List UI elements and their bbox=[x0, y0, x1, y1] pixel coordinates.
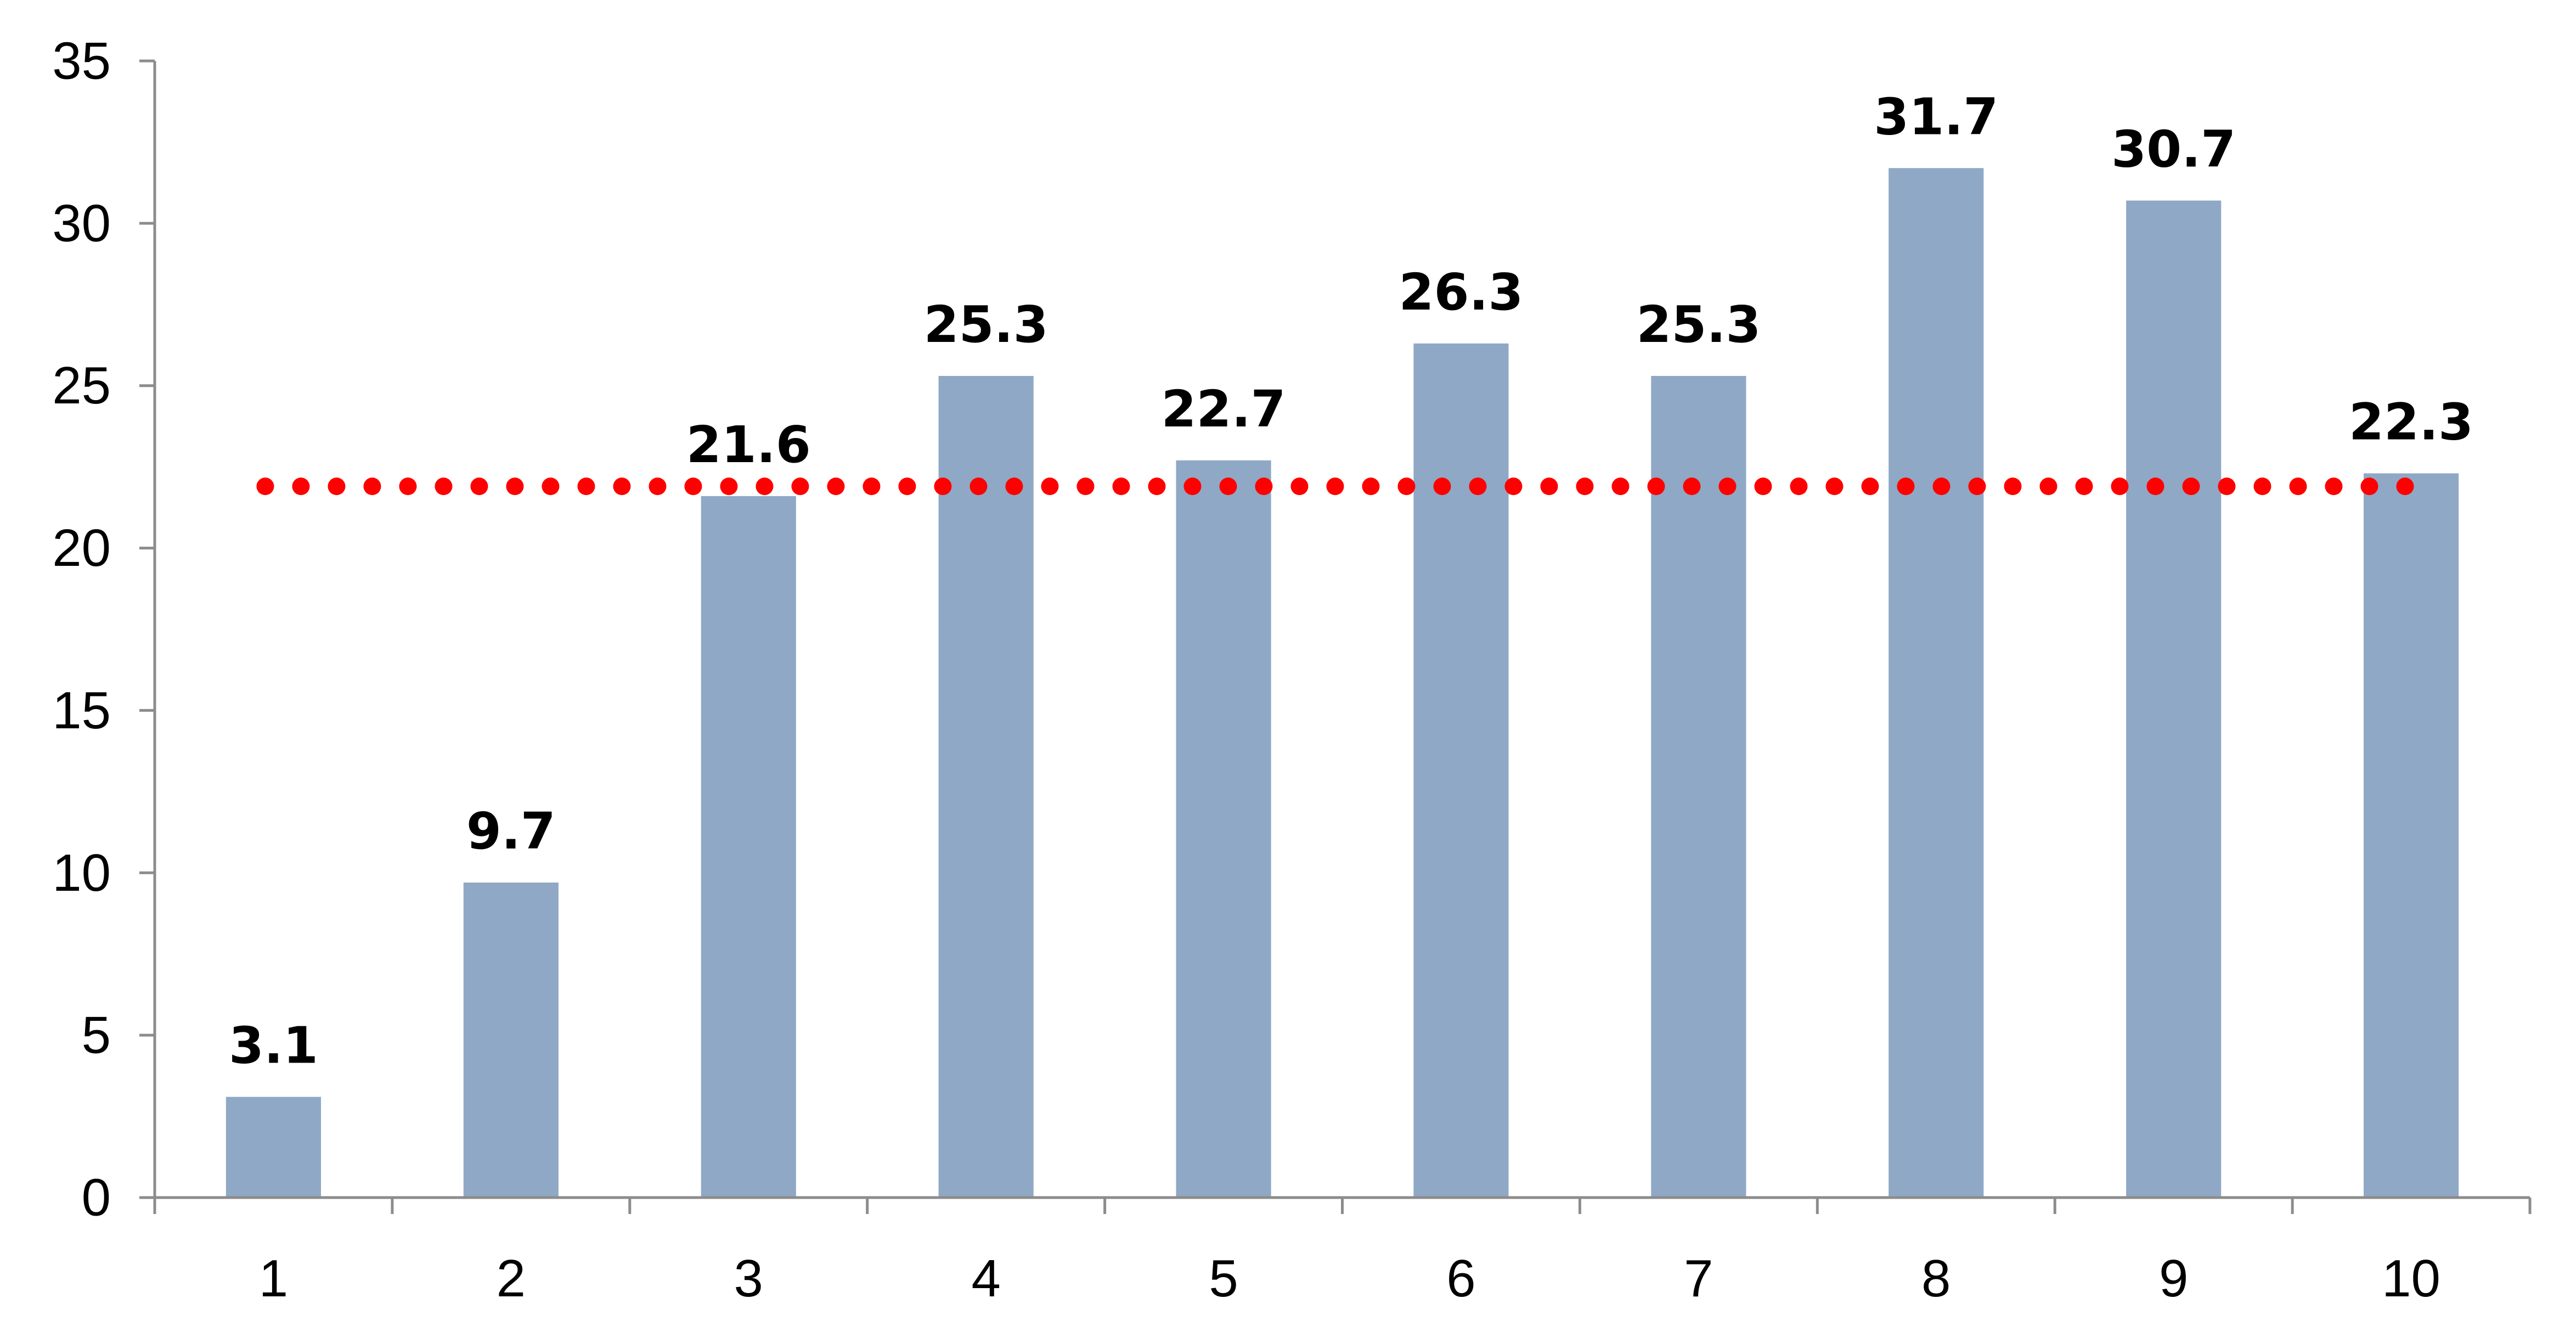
x-tick-label: 10 bbox=[2382, 1249, 2440, 1308]
bar-value-label: 25.3 bbox=[924, 295, 1049, 354]
x-tick-label: 5 bbox=[1209, 1249, 1238, 1308]
bar-value-label: 3.1 bbox=[229, 1016, 318, 1075]
bar bbox=[463, 883, 559, 1198]
bar bbox=[938, 375, 1034, 1198]
bar bbox=[2126, 200, 2222, 1198]
y-tick-label: 20 bbox=[52, 519, 111, 577]
bars bbox=[226, 168, 2459, 1198]
bar bbox=[226, 1097, 322, 1198]
y-axis-labels: 0 5 10 15 20 25 30 35 bbox=[52, 32, 111, 1227]
x-tick-label: 6 bbox=[1446, 1249, 1475, 1308]
x-axis-ticks bbox=[153, 1198, 2532, 1214]
bar-value-label: 31.7 bbox=[1874, 87, 1998, 146]
bar bbox=[1889, 168, 1984, 1198]
data-labels: 3.1 9.7 21.6 25.3 22.7 26.3 25.3 31.7 30.7 22.3 bbox=[229, 87, 2473, 1075]
x-tick-label: 3 bbox=[734, 1249, 763, 1308]
bar-value-label: 25.3 bbox=[1636, 295, 1761, 354]
x-tick-label: 7 bbox=[1684, 1249, 1713, 1308]
x-tick-label: 8 bbox=[1921, 1249, 1951, 1308]
bar-value-label: 22.7 bbox=[1162, 380, 1286, 439]
y-axis-ticks bbox=[139, 59, 155, 1199]
bar bbox=[701, 496, 796, 1198]
bar bbox=[1651, 375, 1746, 1198]
x-axis-labels: 1 2 3 4 5 6 7 8 9 10 bbox=[259, 1249, 2440, 1308]
y-tick-label: 10 bbox=[52, 844, 111, 902]
y-tick-label: 25 bbox=[52, 356, 111, 415]
bar bbox=[1413, 343, 1509, 1198]
bar-value-label: 22.3 bbox=[2349, 392, 2473, 451]
bar-value-label: 30.7 bbox=[2111, 120, 2236, 178]
y-tick-label: 35 bbox=[52, 32, 111, 91]
x-tick-label: 2 bbox=[497, 1249, 526, 1308]
axes bbox=[153, 61, 2530, 1199]
bar-value-label: 21.6 bbox=[686, 415, 811, 474]
x-tick-label: 4 bbox=[971, 1249, 1000, 1308]
y-tick-label: 5 bbox=[82, 1006, 111, 1065]
bar-value-label: 9.7 bbox=[466, 802, 556, 861]
y-tick-label: 15 bbox=[52, 681, 111, 740]
x-tick-label: 1 bbox=[259, 1249, 288, 1308]
y-tick-label: 0 bbox=[82, 1168, 111, 1227]
x-tick-label: 9 bbox=[2159, 1249, 2188, 1308]
y-tick-label: 30 bbox=[52, 194, 111, 252]
bar bbox=[2363, 473, 2459, 1198]
bar bbox=[1176, 460, 1271, 1198]
bar-value-label: 26.3 bbox=[1399, 263, 1523, 322]
